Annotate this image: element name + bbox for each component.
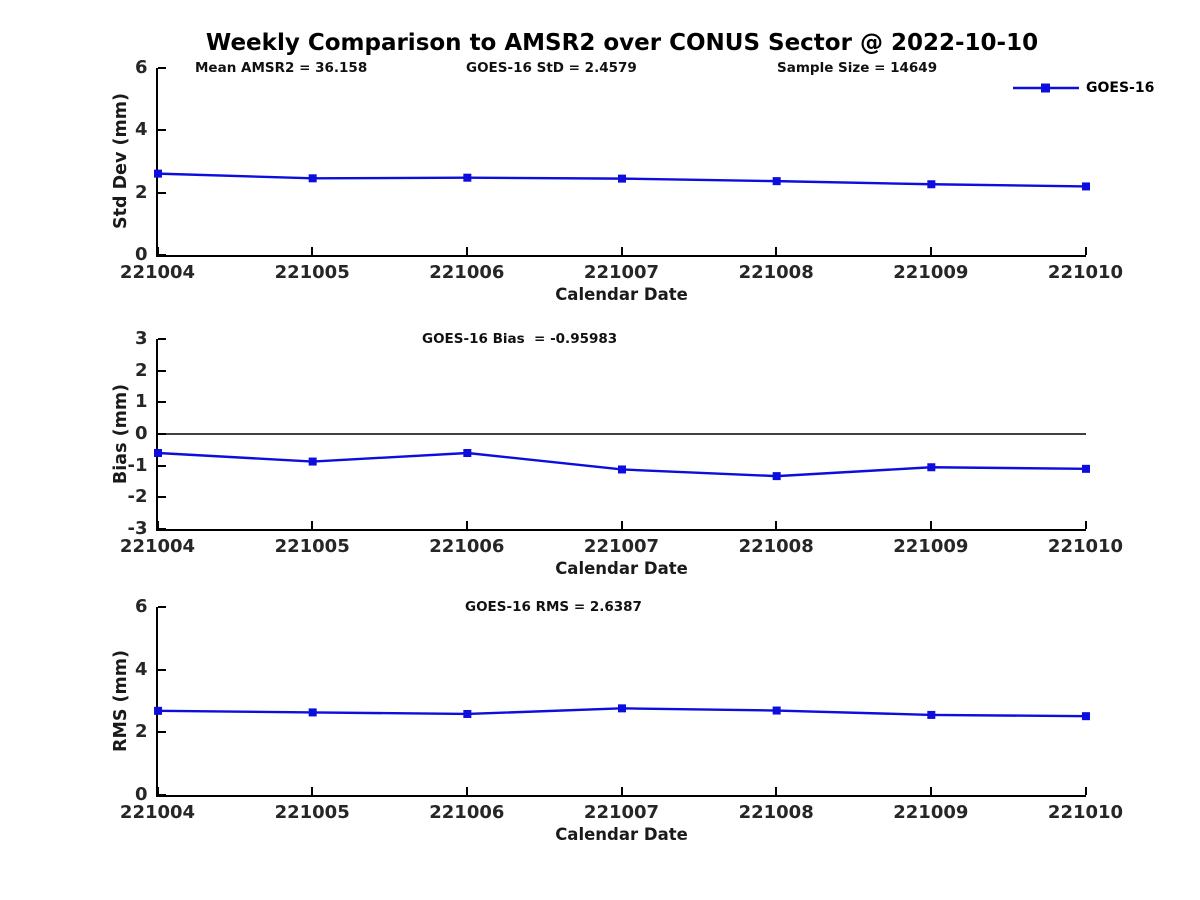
y-tick-label: 6 xyxy=(134,596,148,618)
std-dev-line-chart xyxy=(153,169,1090,190)
x-tick xyxy=(775,786,778,795)
x-tick xyxy=(311,786,314,795)
x-tick-label: 221010 xyxy=(1047,801,1124,823)
y-tick-label: 0 xyxy=(134,783,148,805)
x-tick-label: 221007 xyxy=(583,536,660,557)
x-tick xyxy=(929,247,932,255)
annotation: GOES-16 Bias = -0.95983 xyxy=(422,331,618,347)
y-tick xyxy=(157,668,166,671)
x-tick-label: 221005 xyxy=(274,262,350,283)
x-axis-spine xyxy=(155,529,1086,531)
y-tick xyxy=(157,369,166,372)
bias-line-chart xyxy=(153,433,1090,481)
x-tick-label: 221009 xyxy=(893,536,969,557)
panel-std-dev: Std Dev (mm) Calendar Date 0 2 4 6 221004 221… xyxy=(111,57,1124,305)
y-tick-label: 4 xyxy=(134,119,148,140)
x-axis-spine xyxy=(155,794,1086,797)
x-tick-label: 221008 xyxy=(738,262,814,283)
x-tick-label: 221006 xyxy=(429,262,505,283)
x-tick xyxy=(1084,521,1087,529)
x-tick-label: 221006 xyxy=(429,536,505,557)
y-tick-label: -3 xyxy=(127,518,148,539)
x-tick xyxy=(465,786,468,795)
x-axis-spine xyxy=(155,255,1086,257)
y-tick xyxy=(157,401,166,404)
x-tick xyxy=(620,521,623,529)
x-tick-label: 221004 xyxy=(119,801,196,823)
y-tick-label: 0 xyxy=(134,244,148,265)
y-tick-label: 0 xyxy=(134,423,148,444)
x-tick-label: 221009 xyxy=(893,801,969,823)
x-axis-label: Calendar Date xyxy=(555,559,688,578)
x-tick xyxy=(775,247,778,255)
x-tick xyxy=(156,247,159,255)
x-tick xyxy=(311,247,314,255)
y-axis-spine xyxy=(155,339,158,531)
x-tick xyxy=(929,786,932,795)
figure-title: Weekly Comparison to AMSR2 over CONUS Se… xyxy=(205,30,1039,56)
y-tick-label: 6 xyxy=(134,56,148,78)
y-tick-label: 1 xyxy=(134,391,148,413)
x-tick xyxy=(311,521,314,529)
x-tick xyxy=(620,786,623,795)
x-tick-label: 221004 xyxy=(119,262,196,283)
x-tick-label: 221007 xyxy=(583,801,660,823)
annotation: Sample Size = 14649 xyxy=(777,59,938,76)
x-tick-label: 221010 xyxy=(1047,262,1124,283)
y-tick xyxy=(157,606,166,609)
y-axis-label: Std Dev (mm) xyxy=(110,93,131,230)
x-tick xyxy=(465,247,468,255)
legend-line-marker-icon xyxy=(1013,83,1079,93)
x-tick xyxy=(620,247,623,255)
x-tick-label: 221005 xyxy=(274,801,350,823)
x-tick-label: 221008 xyxy=(738,801,814,823)
y-tick-label: 2 xyxy=(134,181,148,203)
x-axis-label: Calendar Date xyxy=(555,824,688,844)
y-tick xyxy=(157,464,166,467)
y-tick-label: 2 xyxy=(134,359,148,381)
y-axis-spine xyxy=(155,607,158,797)
y-tick xyxy=(157,191,166,194)
x-tick xyxy=(929,521,932,529)
x-tick-label: 221006 xyxy=(429,801,505,823)
y-tick xyxy=(157,66,166,69)
x-tick-label: 221005 xyxy=(274,536,350,557)
y-tick xyxy=(157,129,166,131)
y-tick xyxy=(157,731,166,734)
panel-bias: Bias (mm) Calendar Date -3 -2 -1 0 1 2 3 221004… xyxy=(111,328,1124,578)
x-tick xyxy=(156,521,159,529)
y-tick-label: 2 xyxy=(134,721,148,743)
x-tick xyxy=(1084,786,1087,795)
y-tick-label: -2 xyxy=(127,486,148,508)
y-tick-label: 3 xyxy=(134,328,148,349)
y-axis-spine xyxy=(155,67,158,257)
y-tick-label: 4 xyxy=(134,658,148,680)
annotation: GOES-16 RMS = 2.6387 xyxy=(465,599,642,616)
x-tick-label: 221007 xyxy=(583,262,660,283)
x-tick-label: 221004 xyxy=(119,536,196,557)
x-tick-label: 221008 xyxy=(738,536,814,557)
y-tick-label: -1 xyxy=(127,454,148,476)
y-tick xyxy=(157,254,166,256)
x-tick xyxy=(1084,247,1087,255)
annotation: Mean AMSR2 = 36.158 xyxy=(195,59,368,76)
panel-rms: RMS (mm) Calendar Date 0 2 4 6 221004 221005 2… xyxy=(111,596,1124,844)
x-tick xyxy=(465,521,468,529)
x-tick-label: 221009 xyxy=(893,262,969,283)
y-tick xyxy=(157,793,166,796)
y-tick xyxy=(157,338,166,340)
x-tick-label: 221010 xyxy=(1047,536,1124,557)
x-axis-label: Calendar Date xyxy=(555,285,688,304)
y-tick xyxy=(157,433,166,435)
y-tick xyxy=(157,496,166,499)
annotation: GOES-16 StD = 2.4579 xyxy=(466,59,637,76)
legend-label: GOES-16 xyxy=(1086,80,1155,96)
y-tick xyxy=(157,528,166,530)
x-tick xyxy=(775,521,778,529)
rms-line-chart xyxy=(153,704,1090,721)
x-tick xyxy=(156,786,159,795)
